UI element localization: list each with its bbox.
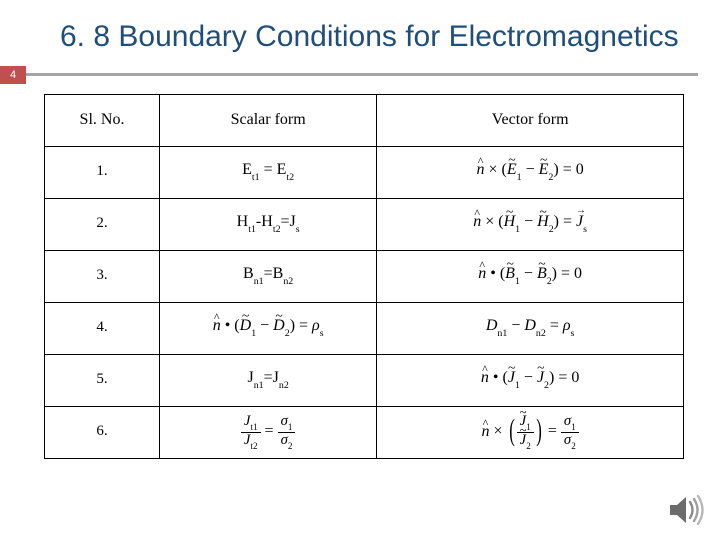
row-index: 3. <box>45 250 160 302</box>
row-index: 6. <box>45 406 160 458</box>
scalar-cell: Bn1=Bn2 <box>160 250 377 302</box>
page-title: 6. 8 Boundary Conditions for Electromagn… <box>0 0 720 70</box>
col-header-vector: Vector form <box>377 94 684 146</box>
row-index: 5. <box>45 354 160 406</box>
scalar-cell: Jn1=Jn2 <box>160 354 377 406</box>
vector-cell: n × (E1 − E2) = 0 <box>377 146 684 198</box>
vector-cell: n × ( J1 J2 ) = σ1 σ2 <box>377 406 684 458</box>
col-header-slno: Sl. No. <box>45 94 160 146</box>
accent-row: 4 <box>0 70 720 80</box>
table-row: 6. Jt1 Jt2 = σ1 σ2 n × ( J1 <box>45 406 684 458</box>
table-row: 2. Ht1-Ht2=Js n × (H1 − H2) = Js <box>45 198 684 250</box>
vector-cell: n • (B1 − B2) = 0 <box>377 250 684 302</box>
scalar-cell: Ht1-Ht2=Js <box>160 198 377 250</box>
accent-line <box>26 73 698 76</box>
scalar-cell: Jt1 Jt2 = σ1 σ2 <box>160 406 377 458</box>
scalar-cell: Et1 = Et2 <box>160 146 377 198</box>
vector-cell: Dn1 − Dn2 = ρs <box>377 302 684 354</box>
table-row: 3. Bn1=Bn2 n • (B1 − B2) = 0 <box>45 250 684 302</box>
vector-cell: n • (J1 − J2) = 0 <box>377 354 684 406</box>
scalar-cell: n • (D1 − D2) = ρs <box>160 302 377 354</box>
speaker-icon <box>666 492 706 528</box>
row-index: 4. <box>45 302 160 354</box>
table-row: 5. Jn1=Jn2 n • (J1 − J2) = 0 <box>45 354 684 406</box>
table-header-row: Sl. No. Scalar form Vector form <box>45 94 684 146</box>
vector-cell: n × (H1 − H2) = Js <box>377 198 684 250</box>
table-row: 1. Et1 = Et2 n × (E1 − E2) = 0 <box>45 146 684 198</box>
boundary-conditions-table: Sl. No. Scalar form Vector form 1. Et1 =… <box>44 94 684 459</box>
row-index: 2. <box>45 198 160 250</box>
col-header-scalar: Scalar form <box>160 94 377 146</box>
row-index: 1. <box>45 146 160 198</box>
table-row: 4. n • (D1 − D2) = ρs Dn1 − Dn2 = ρs <box>45 302 684 354</box>
page-number-badge: 4 <box>0 66 26 84</box>
